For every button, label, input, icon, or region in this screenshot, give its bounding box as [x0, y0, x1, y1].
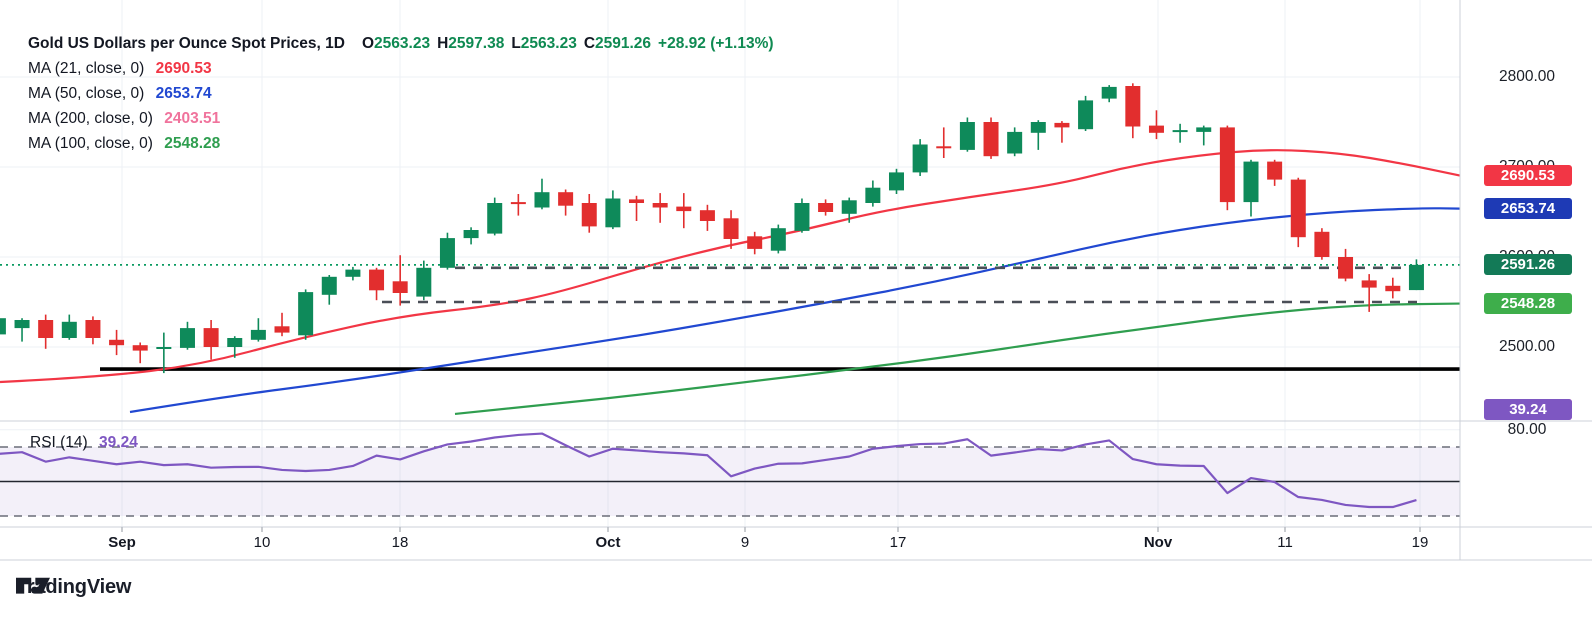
candlestick-series	[0, 83, 1424, 374]
rsi-indicator	[0, 432, 1460, 517]
candle-body	[510, 202, 526, 205]
ma50-line	[129, 207, 1461, 414]
candle-body	[250, 329, 266, 340]
candle-body	[1172, 130, 1188, 133]
candle-body	[1314, 231, 1330, 257]
candle-body	[369, 269, 385, 291]
candle-body	[1408, 264, 1424, 291]
candle-body	[1267, 161, 1283, 180]
candle-body	[770, 228, 786, 251]
candle-body	[109, 339, 125, 346]
candle-body	[203, 328, 219, 347]
candle-body	[1361, 280, 1377, 288]
candle-body	[321, 276, 337, 295]
candle-body	[558, 192, 574, 206]
dashed-level-lines	[382, 266, 1417, 304]
candle-body	[629, 199, 645, 203]
moving-average-lines	[0, 149, 1461, 416]
candle-body	[912, 144, 928, 173]
candle-body	[1290, 179, 1306, 238]
candle-body	[959, 122, 975, 150]
ma21-line	[0, 149, 1461, 384]
candle-body	[61, 321, 77, 338]
candle-body	[0, 318, 6, 335]
candle-body	[14, 320, 30, 329]
candle-body	[38, 320, 54, 338]
candle-body	[274, 326, 290, 333]
candle-body	[1054, 122, 1070, 128]
candle-body	[1219, 127, 1235, 203]
candle-body	[416, 267, 432, 297]
candle-body	[487, 203, 503, 234]
candle-body	[699, 210, 715, 221]
candle-body	[1338, 257, 1354, 279]
candle-body	[463, 230, 479, 239]
candle-body	[1030, 122, 1046, 133]
candle-body	[747, 236, 763, 249]
rsi-line	[0, 432, 1417, 509]
candle-body	[1148, 125, 1164, 133]
candle-body	[392, 281, 408, 293]
candle-body	[865, 187, 881, 203]
candle-body	[439, 238, 455, 268]
pane-borders	[0, 0, 1592, 561]
candle-body	[298, 292, 314, 336]
tradingview-logo[interactable]: TradingView	[16, 576, 131, 599]
candle-body	[1101, 86, 1117, 99]
ma100-line	[454, 302, 1461, 416]
candle-body	[1125, 86, 1141, 127]
candle-body	[652, 203, 668, 208]
candle-body	[179, 328, 195, 348]
candle-body	[581, 203, 597, 227]
candle-body	[85, 320, 101, 338]
candle-body	[1078, 100, 1094, 130]
candle-body	[841, 200, 857, 214]
candle-body	[227, 338, 243, 347]
candle-body	[1385, 285, 1401, 292]
candle-body	[794, 203, 810, 231]
gridlines	[0, 0, 1460, 527]
candle-body	[345, 269, 361, 277]
candle-body	[936, 146, 952, 149]
candle-body	[888, 172, 904, 191]
candle-body	[156, 347, 172, 349]
candle-body	[534, 192, 550, 208]
candle-body	[723, 218, 739, 239]
candle-body	[132, 345, 148, 351]
candle-body	[1243, 161, 1259, 203]
candle-body	[1196, 127, 1212, 132]
candle-body	[605, 198, 621, 228]
candle-body	[676, 206, 692, 212]
candle-body	[1007, 131, 1023, 154]
tradingview-logo-icon	[16, 577, 50, 594]
candle-body	[983, 122, 999, 157]
candle-body	[818, 203, 834, 212]
